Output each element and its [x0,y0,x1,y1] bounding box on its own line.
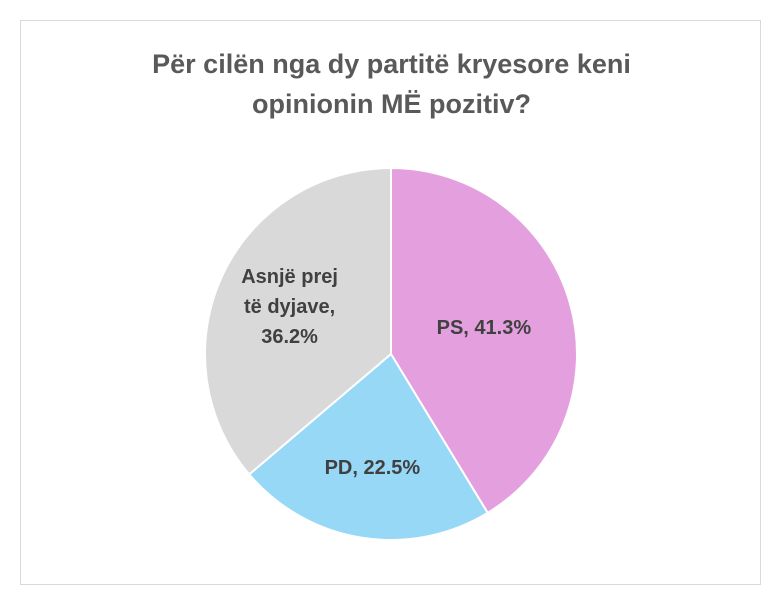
slice-label-asnjë-prej-të-dyjave: Asnjë prej të dyjave, 36.2% [241,262,338,352]
slice-label-line: të dyjave, [243,296,336,319]
slice-label-pd: PD, 22.5% [325,453,421,483]
chart-title-line-1: Për cilën nga dy partitë kryesore keni [152,49,631,79]
chart-title-line-2: opinionin MË pozitiv? [252,89,531,119]
slice-label-line: PS, 41.3% [436,316,532,339]
slice-label-line: Asnjë prej [241,266,338,289]
slice-label-line: PD, 22.5% [324,456,421,479]
slice-label-ps: PS, 41.3% [437,313,532,343]
chart-title: Për cilën nga dy partitë kryesore keni o… [0,44,783,124]
pie-slice-ps [390,166,578,515]
pie-slice-pd [247,352,490,541]
slice-label-line: 36.2% [261,326,318,349]
pie-slice-asnjë-prej-të-dyjave [204,166,392,476]
